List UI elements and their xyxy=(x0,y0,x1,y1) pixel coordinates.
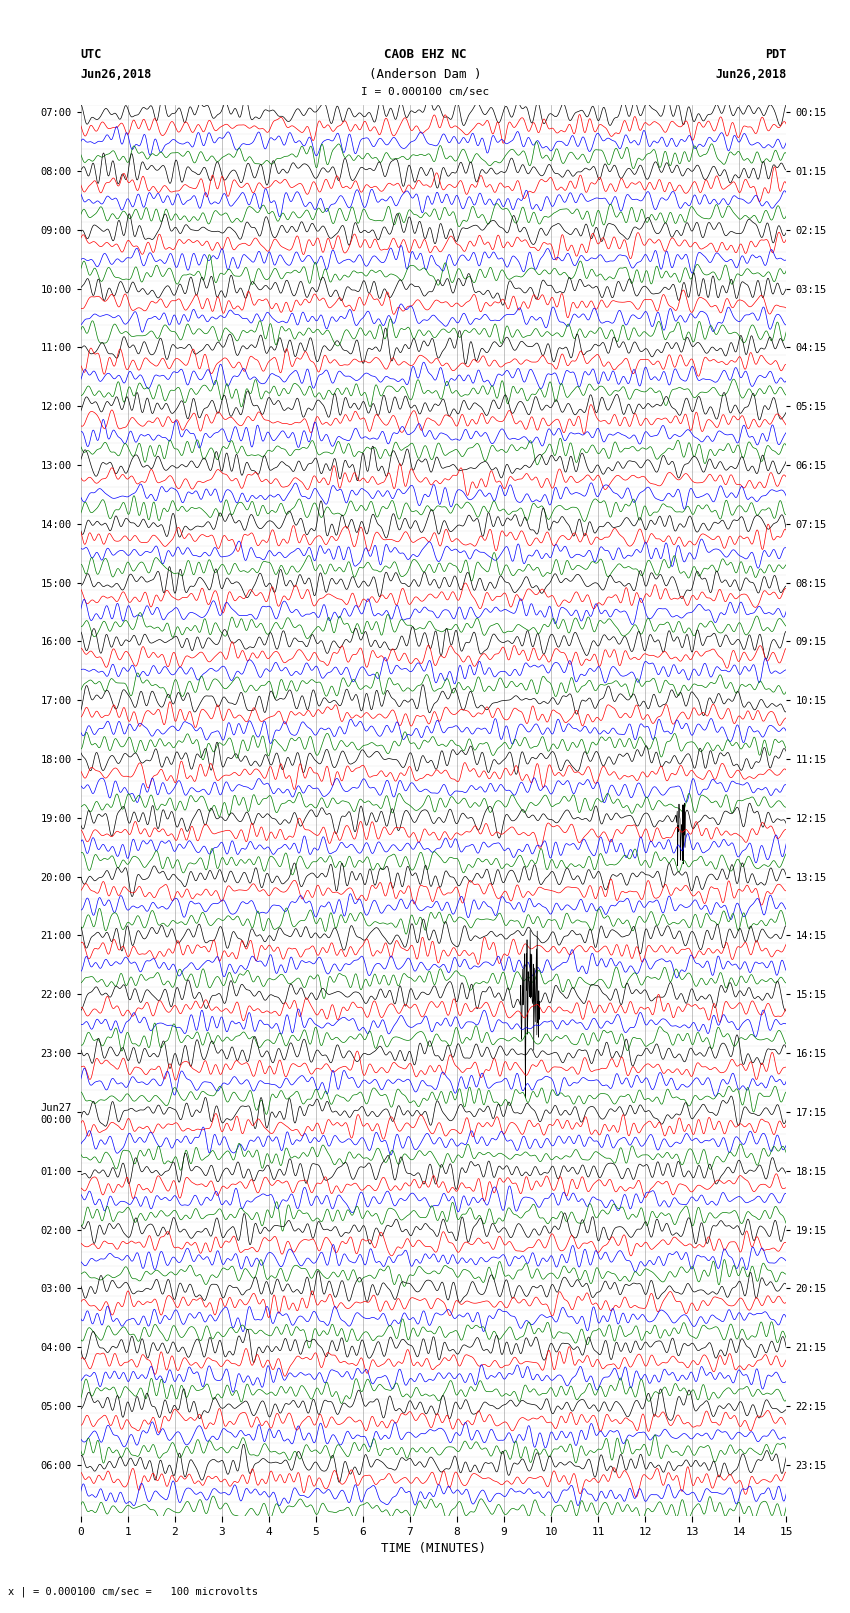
X-axis label: TIME (MINUTES): TIME (MINUTES) xyxy=(381,1542,486,1555)
Text: Jun26,2018: Jun26,2018 xyxy=(81,68,152,81)
Text: Jun26,2018: Jun26,2018 xyxy=(715,68,786,81)
Text: I = 0.000100 cm/sec: I = 0.000100 cm/sec xyxy=(361,87,489,97)
Text: x | = 0.000100 cm/sec =   100 microvolts: x | = 0.000100 cm/sec = 100 microvolts xyxy=(8,1586,258,1597)
Text: (Anderson Dam ): (Anderson Dam ) xyxy=(369,68,481,81)
Text: PDT: PDT xyxy=(765,48,786,61)
Text: CAOB EHZ NC: CAOB EHZ NC xyxy=(383,48,467,61)
Text: UTC: UTC xyxy=(81,48,102,61)
